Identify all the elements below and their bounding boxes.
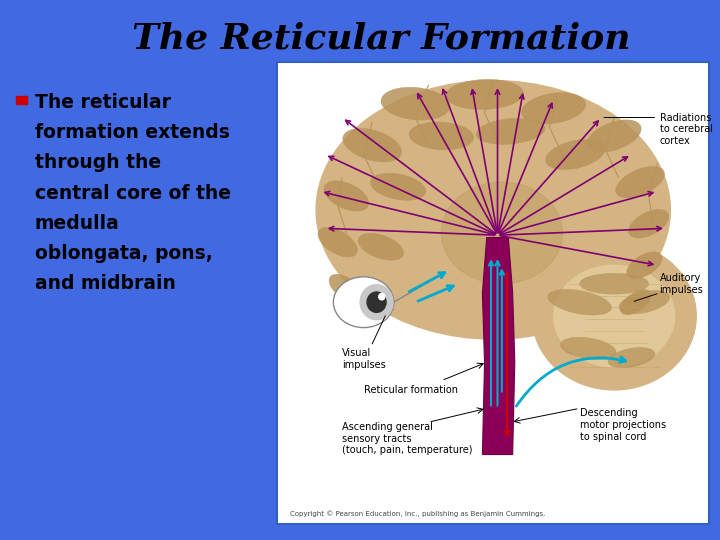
Ellipse shape (580, 273, 649, 294)
Ellipse shape (343, 129, 402, 162)
Text: central core of the: central core of the (35, 184, 230, 202)
Ellipse shape (441, 182, 562, 284)
Ellipse shape (318, 227, 357, 257)
Polygon shape (482, 238, 515, 455)
Circle shape (360, 285, 393, 320)
Text: The reticular: The reticular (35, 93, 171, 112)
Text: Visual
impulses: Visual impulses (342, 348, 386, 370)
Text: Copyright © Pearson Education, Inc., publishing as Benjamin Cummings.: Copyright © Pearson Education, Inc., pub… (290, 510, 546, 517)
Ellipse shape (532, 242, 696, 390)
Text: Radiations
to cerebral
cortex: Radiations to cerebral cortex (660, 113, 713, 146)
Ellipse shape (446, 79, 523, 110)
Ellipse shape (329, 274, 364, 302)
Text: formation extends: formation extends (35, 123, 230, 142)
Ellipse shape (370, 173, 426, 200)
Text: Descending
motor projections
to spinal cord: Descending motor projections to spinal c… (580, 408, 666, 442)
Ellipse shape (381, 87, 450, 120)
Ellipse shape (560, 338, 616, 360)
Ellipse shape (621, 289, 651, 315)
Ellipse shape (616, 166, 665, 198)
Ellipse shape (358, 233, 404, 260)
Text: oblongata, pons,: oblongata, pons, (35, 244, 212, 263)
Text: medulla: medulla (35, 214, 120, 233)
Text: Auditory
impulses: Auditory impulses (660, 273, 703, 294)
Text: and midbrain: and midbrain (35, 274, 176, 293)
Text: Ascending general
sensory tracts
(touch, pain, temperature): Ascending general sensory tracts (touch,… (342, 422, 472, 455)
Ellipse shape (409, 122, 474, 150)
Ellipse shape (626, 252, 662, 279)
Circle shape (379, 293, 384, 300)
Ellipse shape (324, 181, 369, 211)
Ellipse shape (476, 118, 545, 144)
Ellipse shape (333, 277, 394, 328)
Ellipse shape (619, 291, 670, 314)
FancyBboxPatch shape (277, 62, 709, 524)
Ellipse shape (587, 120, 642, 152)
Ellipse shape (316, 80, 670, 339)
Ellipse shape (521, 93, 586, 124)
Ellipse shape (629, 210, 669, 238)
Text: through the: through the (35, 153, 161, 172)
Text: The Reticular Formation: The Reticular Formation (132, 22, 631, 56)
Ellipse shape (548, 289, 611, 315)
Ellipse shape (546, 139, 605, 170)
FancyBboxPatch shape (16, 96, 27, 104)
Text: Reticular formation: Reticular formation (364, 386, 458, 395)
Circle shape (367, 292, 386, 312)
Ellipse shape (608, 347, 655, 368)
Ellipse shape (554, 265, 675, 367)
